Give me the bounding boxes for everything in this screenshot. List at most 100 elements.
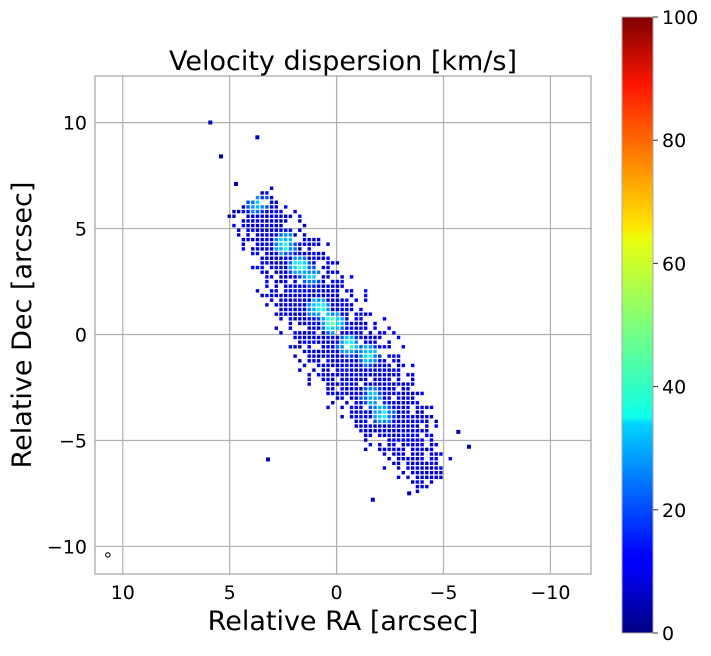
emission-pixel (396, 401, 401, 405)
emission-pixel (298, 228, 302, 232)
emission-pixel (321, 307, 326, 312)
emission-pixel (410, 424, 415, 428)
emission-pixel (382, 419, 387, 424)
x-tick-label: −5 (429, 582, 457, 604)
emission-pixel (354, 396, 358, 400)
emission-pixel (326, 387, 330, 391)
emission-pixel (363, 335, 368, 340)
colorbar-tick-labels: 0 20 40 60 80 100 (653, 7, 698, 645)
emission-pixel (410, 391, 415, 396)
emission-pixel (420, 475, 424, 480)
emission-pixel (345, 307, 349, 312)
emission-pixel (260, 265, 264, 270)
emission-pixel (382, 317, 387, 321)
emission-pixel (354, 419, 358, 424)
emission-pixel (293, 275, 297, 279)
emission-pixel (307, 284, 311, 288)
emission-pixel (345, 321, 349, 326)
emission-pixel (312, 312, 316, 316)
emission-pixel (410, 470, 415, 475)
emission-pixel (302, 261, 307, 265)
isolated-pixel (456, 429, 461, 434)
emission-pixel (373, 373, 377, 377)
emission-pixel (331, 270, 335, 274)
emission-pixel (425, 424, 429, 428)
emission-pixel (401, 470, 405, 475)
emission-pixel (345, 335, 349, 340)
emission-pixel (429, 466, 434, 470)
emission-pixel (387, 373, 391, 377)
emission-pixel (349, 396, 354, 400)
emission-pixel (265, 237, 269, 242)
emission-pixel (265, 219, 269, 223)
chart-title: Velocity dispersion [km/s] (169, 46, 517, 77)
emission-pixel (321, 317, 326, 321)
emission-pixel (302, 223, 307, 228)
emission-pixel (307, 289, 311, 293)
emission-pixel (312, 326, 316, 330)
emission-pixel (316, 373, 321, 377)
emission-pixel (288, 293, 293, 298)
emission-pixel (326, 307, 330, 312)
emission-pixel (359, 387, 363, 391)
emission-pixel (279, 228, 283, 232)
emission-pixel (354, 387, 358, 391)
emission-pixel (293, 317, 297, 321)
emission-pixel (359, 368, 363, 372)
emission-pixel (302, 237, 307, 242)
x-tick-label: 10 (111, 582, 135, 604)
emission-pixel (359, 415, 363, 419)
emission-pixel (283, 312, 288, 316)
emission-pixel (255, 289, 260, 293)
emission-pixel (302, 363, 307, 368)
emission-pixel (415, 452, 420, 456)
emission-pixel (382, 401, 387, 405)
emission-pixel (415, 433, 420, 438)
emission-pixel (283, 303, 288, 307)
emission-pixel (288, 345, 293, 349)
emission-pixel (283, 233, 288, 237)
emission-pixel (354, 345, 358, 349)
emission-pixel (307, 261, 311, 265)
emission-pixel (326, 265, 330, 270)
emission-pixel (260, 219, 264, 223)
emission-pixel (429, 456, 434, 461)
emission-pixel (326, 256, 330, 260)
emission-pixel (307, 321, 311, 326)
emission-pixel (265, 242, 269, 246)
emission-pixel (354, 354, 358, 358)
emission-pixel (359, 405, 363, 410)
emission-pixel (420, 429, 424, 433)
emission-pixel (307, 307, 311, 312)
emission-pixel (288, 251, 293, 256)
emission-pixel (382, 466, 387, 470)
emission-pixel (387, 429, 391, 433)
emission-pixel (274, 270, 278, 274)
emission-pixel (368, 312, 373, 316)
emission-pixel (274, 303, 278, 307)
emission-pixel (331, 284, 335, 288)
emission-pixel (382, 424, 387, 428)
emission-pixel (349, 405, 354, 410)
emission-pixel (425, 415, 429, 419)
emission-pixel (439, 470, 443, 475)
emission-pixel (354, 317, 358, 321)
emission-pixel (401, 391, 405, 396)
emission-pixel (392, 452, 396, 456)
emission-pixel (326, 354, 330, 358)
emission-pixel (307, 293, 311, 298)
emission-pixel (340, 303, 344, 307)
emission-pixel (401, 382, 405, 386)
emission-pixel (279, 331, 283, 335)
emission-pixel (316, 242, 321, 246)
emission-pixel (378, 373, 382, 377)
emission-pixel (425, 461, 429, 466)
emission-pixel (316, 237, 321, 242)
emission-pixel (415, 410, 420, 414)
emission-pixel (265, 261, 269, 265)
emission-pixel (307, 349, 311, 354)
emission-pixel (279, 219, 283, 223)
emission-pixel (269, 289, 274, 293)
emission-pixel (387, 447, 391, 452)
emission-pixel (363, 363, 368, 368)
